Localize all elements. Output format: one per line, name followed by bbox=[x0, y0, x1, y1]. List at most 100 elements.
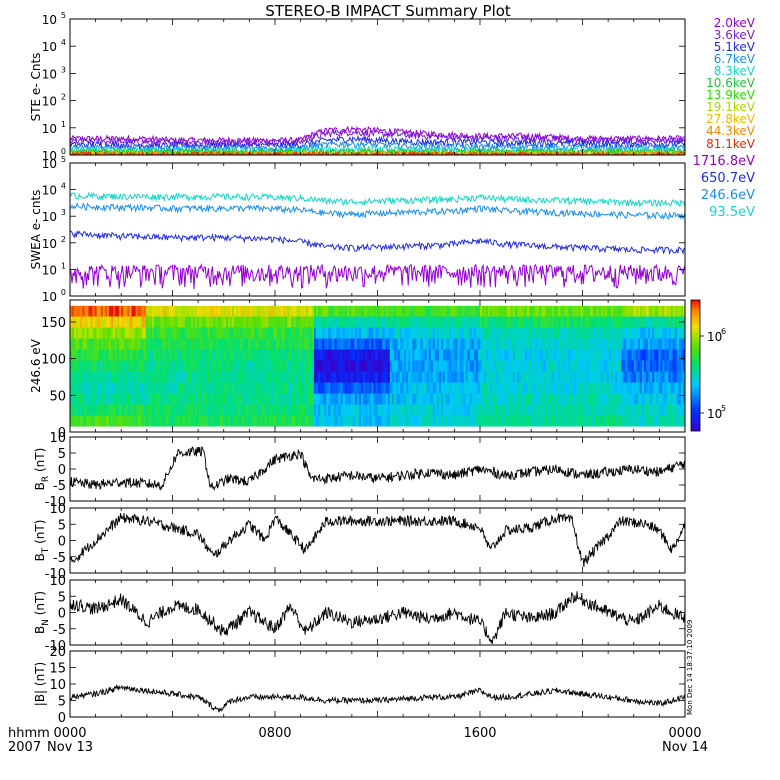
heatmap-cell bbox=[447, 349, 450, 361]
heatmap-cell bbox=[231, 371, 235, 383]
heatmap-cell bbox=[410, 404, 413, 416]
heatmap-cell bbox=[385, 382, 389, 394]
heatmap-cell bbox=[152, 404, 155, 416]
heatmap-cell bbox=[590, 327, 594, 339]
heatmap-cell bbox=[354, 393, 358, 405]
heatmap-cell bbox=[531, 371, 534, 383]
heatmap-cell bbox=[338, 393, 341, 405]
heatmap-cell bbox=[70, 338, 73, 350]
heatmap-cell bbox=[309, 316, 313, 328]
heatmap-cell bbox=[242, 404, 245, 416]
heatmap-cell bbox=[453, 305, 456, 317]
heatmap-cell bbox=[166, 404, 169, 416]
heatmap-cell bbox=[594, 360, 598, 372]
heatmap-cell bbox=[434, 338, 438, 350]
heatmap-cell bbox=[664, 338, 667, 350]
heatmap-cell bbox=[516, 349, 520, 361]
heatmap-cell bbox=[334, 327, 337, 339]
heatmap-cell bbox=[402, 349, 405, 361]
heatmap-cell bbox=[621, 338, 624, 350]
heatmap-cell bbox=[658, 371, 661, 383]
heatmap-cell bbox=[510, 327, 514, 339]
y-tick-exponent: 0 bbox=[61, 288, 66, 297]
heatmap-cell bbox=[625, 349, 628, 361]
heatmap-cell bbox=[439, 327, 442, 339]
heatmap-cell bbox=[340, 316, 344, 328]
heatmap-cell bbox=[115, 393, 118, 405]
heatmap-cell bbox=[439, 404, 442, 416]
heatmap-cell bbox=[117, 349, 120, 361]
heatmap-cell bbox=[398, 360, 401, 372]
heatmap-cell bbox=[603, 393, 606, 405]
heatmap-cell bbox=[244, 338, 247, 350]
heatmap-cell bbox=[670, 415, 674, 427]
heatmap-cell bbox=[170, 371, 173, 383]
heatmap-cell bbox=[467, 338, 471, 350]
heatmap-cell bbox=[236, 382, 239, 394]
heatmap-cell bbox=[357, 316, 360, 328]
heatmap-cell bbox=[316, 404, 319, 416]
heatmap-cell bbox=[598, 316, 602, 328]
heatmap-cell bbox=[590, 349, 594, 361]
heatmap-cell bbox=[432, 382, 436, 394]
heatmap-cell bbox=[145, 305, 149, 317]
heatmap-cell bbox=[416, 415, 419, 427]
heatmap-cell bbox=[197, 349, 200, 361]
heatmap-cell bbox=[320, 382, 323, 394]
heatmap-cell bbox=[305, 327, 309, 339]
heatmap-cell bbox=[166, 327, 169, 339]
heatmap-cell bbox=[147, 415, 151, 427]
heatmap-cell bbox=[301, 338, 305, 350]
heatmap-cell bbox=[320, 327, 323, 339]
heatmap-cell bbox=[506, 305, 510, 317]
heatmap-cell bbox=[344, 327, 348, 339]
heatmap-cell bbox=[332, 316, 335, 328]
heatmap-cell bbox=[162, 316, 165, 328]
heatmap-cell bbox=[160, 382, 163, 394]
heatmap-cell bbox=[496, 316, 499, 328]
heatmap-cell bbox=[209, 338, 212, 350]
heatmap-cell bbox=[492, 305, 495, 317]
heatmap-cell bbox=[559, 338, 563, 350]
heatmap-cell bbox=[535, 415, 538, 427]
heatmap-cell bbox=[477, 338, 481, 350]
heatmap-cell bbox=[275, 371, 278, 383]
heatmap-cell bbox=[336, 305, 339, 317]
heatmap-cell bbox=[584, 338, 587, 350]
heatmap-cell bbox=[473, 371, 477, 383]
heatmap-cell bbox=[158, 404, 161, 416]
heatmap-cell bbox=[209, 327, 212, 339]
heatmap-cell bbox=[203, 338, 206, 350]
heatmap-cell bbox=[240, 404, 243, 416]
heatmap-cell bbox=[88, 415, 91, 427]
heatmap-cell bbox=[108, 338, 112, 350]
heatmap-cell bbox=[641, 415, 645, 427]
heatmap-cell bbox=[631, 305, 635, 317]
heatmap-cell bbox=[188, 415, 192, 427]
heatmap-cell bbox=[84, 327, 87, 339]
heatmap-cell bbox=[268, 382, 272, 394]
heatmap-cell bbox=[199, 404, 202, 416]
heatmap-cell bbox=[72, 338, 75, 350]
heatmap-cell bbox=[570, 360, 573, 372]
heatmap-cell bbox=[365, 371, 368, 383]
heatmap-cell bbox=[350, 305, 354, 317]
heatmap-cell bbox=[658, 316, 661, 328]
heatmap-cell bbox=[305, 305, 309, 317]
heatmap-cell bbox=[389, 371, 393, 383]
heatmap-cell bbox=[516, 404, 520, 416]
heatmap-cell bbox=[256, 415, 259, 427]
heatmap-cell bbox=[346, 393, 350, 405]
y-tick-label: 10 bbox=[42, 157, 57, 171]
heatmap-cell bbox=[195, 404, 198, 416]
heatmap-cell bbox=[117, 415, 120, 427]
heatmap-cell bbox=[426, 404, 430, 416]
y-tick-exponent: 4 bbox=[61, 38, 66, 47]
y-tick-exponent: 3 bbox=[61, 208, 66, 217]
heatmap-cell bbox=[217, 415, 221, 427]
heatmap-cell bbox=[203, 415, 206, 427]
heatmap-cell bbox=[443, 349, 446, 361]
heatmap-cell bbox=[229, 371, 233, 383]
heatmap-cell bbox=[270, 349, 274, 361]
heatmap-cell bbox=[650, 393, 653, 405]
